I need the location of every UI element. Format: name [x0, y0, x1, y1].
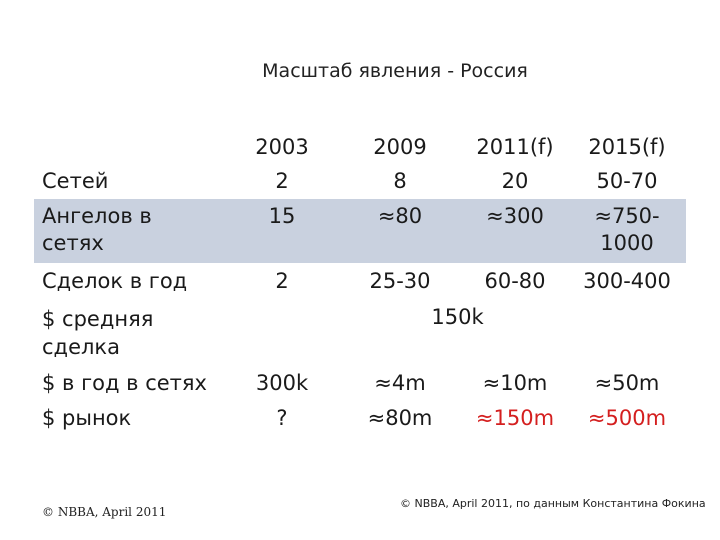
angels-2003: 15 [268, 204, 296, 228]
year-header-2003: 2003 [255, 135, 309, 159]
market-2011: ≈150m [475, 406, 555, 430]
row-label-avg-deal-line1: $ средняя [42, 307, 154, 331]
page-title: Масштаб явления - Россия [262, 60, 528, 82]
row-label-angels-line1: Ангелов в [42, 204, 152, 228]
year-header-2015: 2015(f) [588, 135, 666, 159]
year-header-2009: 2009 [373, 135, 427, 159]
row-label-networks: Сетей [42, 169, 109, 193]
market-2009: ≈80m [367, 406, 433, 430]
avg-deal-value: 150k [431, 305, 484, 329]
deals-2015: 300-400 [583, 269, 671, 293]
market-2015: ≈500m [587, 406, 667, 430]
networks-2009: 8 [393, 169, 407, 193]
angels-2011: ≈300 [486, 204, 544, 228]
per-year-2009: ≈4m [374, 371, 426, 395]
footer-copyright-left: © NBBA, April 2011 [42, 505, 167, 519]
year-header-2011: 2011(f) [476, 135, 554, 159]
market-2003: ? [276, 406, 288, 430]
deals-2003: 2 [275, 269, 289, 293]
per-year-2011: ≈10m [482, 371, 548, 395]
angels-2015-line1: ≈750- [594, 204, 660, 228]
deals-2011: 60-80 [484, 269, 546, 293]
per-year-2003: 300k [255, 371, 309, 395]
row-label-avg-deal-line2: сделка [42, 335, 120, 359]
row-label-market: $ рынок [42, 406, 132, 430]
row-label-angels-line2: сетях [42, 231, 104, 255]
deals-2009: 25-30 [369, 269, 431, 293]
footer-copyright-right: © NBBA, April 2011, по данным Константин… [400, 497, 706, 510]
angels-2015-line2: 1000 [600, 231, 654, 255]
networks-2003: 2 [275, 169, 289, 193]
row-label-per-year: $ в год в сетях [42, 371, 207, 395]
networks-2011: 20 [501, 169, 529, 193]
networks-2015: 50-70 [596, 169, 658, 193]
angels-2009: ≈80 [377, 204, 423, 228]
per-year-2015: ≈50m [594, 371, 660, 395]
highlight-band [34, 199, 686, 263]
row-label-deals: Сделок в год [42, 269, 188, 293]
